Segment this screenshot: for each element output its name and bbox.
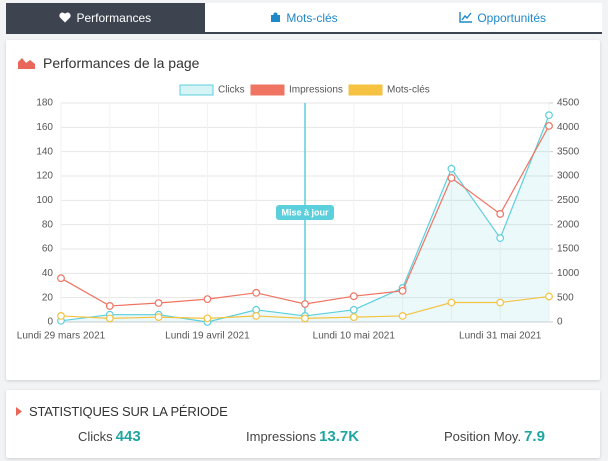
legend-swatch (250, 84, 285, 96)
y-tick-label: 80 (42, 219, 54, 230)
point (496, 234, 505, 242)
y2-tick-label: 1500 (557, 244, 580, 255)
point (57, 274, 65, 283)
point (154, 299, 163, 307)
point (105, 302, 114, 310)
point (301, 314, 309, 323)
y-tick-label: 0 (47, 317, 53, 328)
y-tick-label: 40 (42, 268, 54, 279)
legend-swatch (179, 84, 214, 96)
point (496, 210, 505, 218)
chart-icon (459, 12, 473, 23)
stat-value: 13.7K (319, 428, 360, 445)
y-tick-label: 160 (36, 122, 53, 133)
chart: 0 20 40 60 80 100 120 140 160 180 0 500 1000 1500 2000… (17, 84, 580, 342)
point (447, 298, 456, 307)
y2-tick-label: 4000 (557, 122, 580, 133)
point (252, 288, 261, 297)
annotation-label: Mise à jour (281, 207, 329, 217)
point (545, 121, 553, 130)
caret-icon (16, 407, 22, 416)
panel-title: Performances de la page (43, 55, 200, 71)
annotation-box (276, 205, 334, 220)
point (545, 111, 553, 120)
point (105, 314, 114, 323)
y2-tick-label: 3000 (557, 171, 580, 182)
stats-panel: STATISTIQUES SUR LA PÉRIODE Clicks 443 Im… (6, 390, 600, 458)
point (203, 295, 212, 304)
y2-tick-label: 1000 (557, 268, 580, 279)
stats-title: STATISTIQUES SUR LA PÉRIODE (29, 404, 228, 419)
point (398, 286, 407, 295)
point (154, 313, 163, 322)
point (301, 300, 309, 308)
puzzle-icon (271, 12, 281, 22)
tab[interactable]: Mots-clés (205, 3, 404, 32)
x-tick-label: Lundi 29 mars 2021 (17, 331, 106, 342)
y-tick-label: 180 (36, 98, 53, 109)
point (398, 312, 407, 320)
y-tick-label: 140 (36, 146, 53, 157)
y-tick-label: 20 (42, 292, 54, 303)
panel-header: Performances de la page (18, 55, 199, 71)
stat-value: 7.9 (524, 428, 545, 445)
tab[interactable]: Opportunités (403, 3, 602, 32)
legend-label: Impressions (289, 85, 343, 96)
legend-label: Mots-clés (387, 85, 430, 96)
stat-label: Position Moy. (444, 429, 522, 444)
point (447, 164, 456, 173)
stats-header: STATISTIQUES SUR LA PÉRIODE (16, 404, 228, 419)
stat-label: Impressions (246, 429, 317, 444)
point (349, 305, 358, 314)
point (545, 292, 553, 301)
point (349, 313, 358, 322)
stat-value: 443 (115, 428, 141, 445)
area (61, 115, 549, 322)
y-tick-label: 120 (36, 171, 53, 182)
y2-tick-label: 2500 (557, 195, 580, 206)
y2-tick-label: 4500 (557, 98, 580, 109)
tab-bar: Performances Mots-clés Opportunités (6, 3, 602, 34)
stat: Impressions 13.7K (246, 428, 359, 445)
x-tick-label: Lundi 19 avril 2021 (165, 331, 250, 342)
stat-label: Clicks (78, 429, 113, 444)
legend-label: Clicks (218, 85, 245, 96)
y2-tick-label: 500 (557, 292, 574, 303)
point (447, 174, 456, 182)
tab-label: Opportunités (477, 10, 547, 25)
point (252, 312, 261, 320)
point (203, 314, 212, 323)
point (496, 298, 505, 307)
y-tick-label: 60 (42, 244, 54, 255)
tab-label: Mots-clés (286, 10, 338, 25)
x-tick-label: Lundi 10 mai 2021 (313, 331, 396, 342)
area-icon (18, 58, 35, 69)
y2-tick-label: 3500 (557, 146, 580, 157)
point (57, 312, 65, 320)
x-tick-label: Lundi 31 mai 2021 (459, 331, 542, 342)
point (349, 292, 358, 301)
stat: Position Moy. 7.9 (444, 428, 545, 445)
heart-icon (59, 12, 72, 23)
y2-tick-label: 2000 (557, 219, 580, 230)
y2-tick-label: 0 (557, 317, 563, 328)
legend-swatch (348, 84, 383, 96)
stat: Clicks 443 (78, 428, 141, 445)
y-tick-label: 100 (36, 195, 53, 206)
tab-label: Performances (76, 10, 152, 25)
tab[interactable]: Performances (6, 3, 205, 32)
